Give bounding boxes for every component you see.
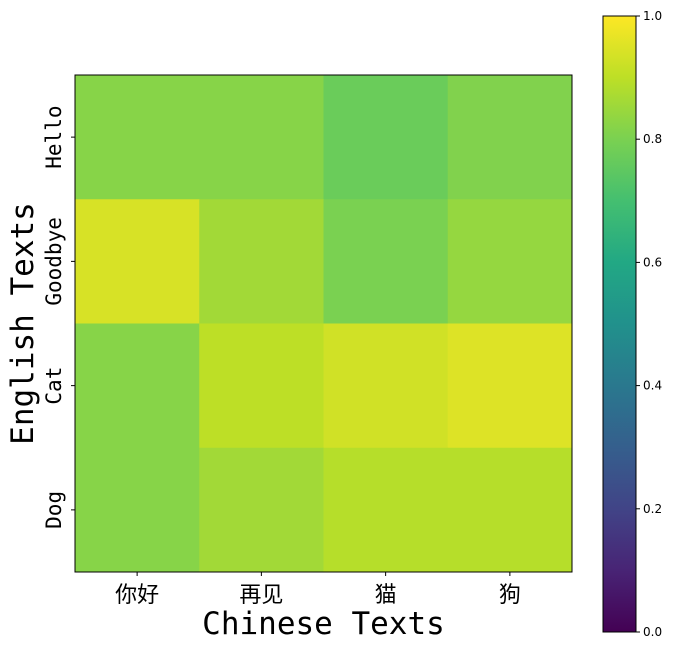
y-axis-ticks: Hello Goodbye Cat Dog (42, 106, 75, 529)
plot-frame (74, 74, 573, 573)
heatmap-cell (447, 323, 573, 449)
heatmap-cell (75, 447, 200, 573)
colorbar-tick-label: 0.4 (643, 379, 662, 393)
y-tick-label: Goodbye (42, 217, 66, 306)
heatmap-cell (323, 447, 449, 573)
heatmap-cell (75, 199, 200, 324)
x-tick-label: 再见 (239, 583, 283, 608)
heatmap-cell (199, 323, 324, 449)
colorbar (602, 15, 637, 633)
heatmap-cell (75, 75, 200, 200)
x-tick-label: 猫 (375, 583, 397, 608)
heatmap-cell (199, 447, 324, 573)
colorbar-ticks: 0.0 0.2 0.4 0.6 0.8 1.0 (636, 9, 662, 639)
heatmap-cell (447, 447, 573, 573)
y-tick-label: Cat (42, 367, 66, 405)
y-tick-label: Dog (42, 491, 66, 529)
heatmap-cell (199, 199, 324, 324)
x-axis-ticks: 你好 再见 猫 狗 (115, 572, 521, 608)
y-tick-label: Hello (42, 106, 66, 169)
colorbar-tick-label: 1.0 (643, 9, 662, 23)
heatmap-cells (75, 75, 573, 573)
y-axis-title: English Texts (5, 202, 41, 445)
x-tick-label: 你好 (115, 583, 159, 608)
x-tick-label: 狗 (499, 583, 521, 608)
heatmap-cell (447, 75, 573, 200)
heatmap-cell (199, 75, 324, 200)
heatmap-cell (323, 323, 449, 449)
heatmap-cell (323, 199, 449, 324)
heatmap-cell (447, 199, 573, 324)
colorbar-tick-label: 0.8 (643, 132, 662, 146)
colorbar-tick-label: 0.6 (643, 255, 662, 269)
heatmap-cell (323, 75, 449, 200)
colorbar-tick-label: 0.2 (643, 502, 662, 516)
colorbar-tick-label: 0.0 (643, 625, 662, 639)
heatmap-cell (75, 323, 200, 449)
x-axis-title: Chinese Texts (202, 606, 445, 642)
